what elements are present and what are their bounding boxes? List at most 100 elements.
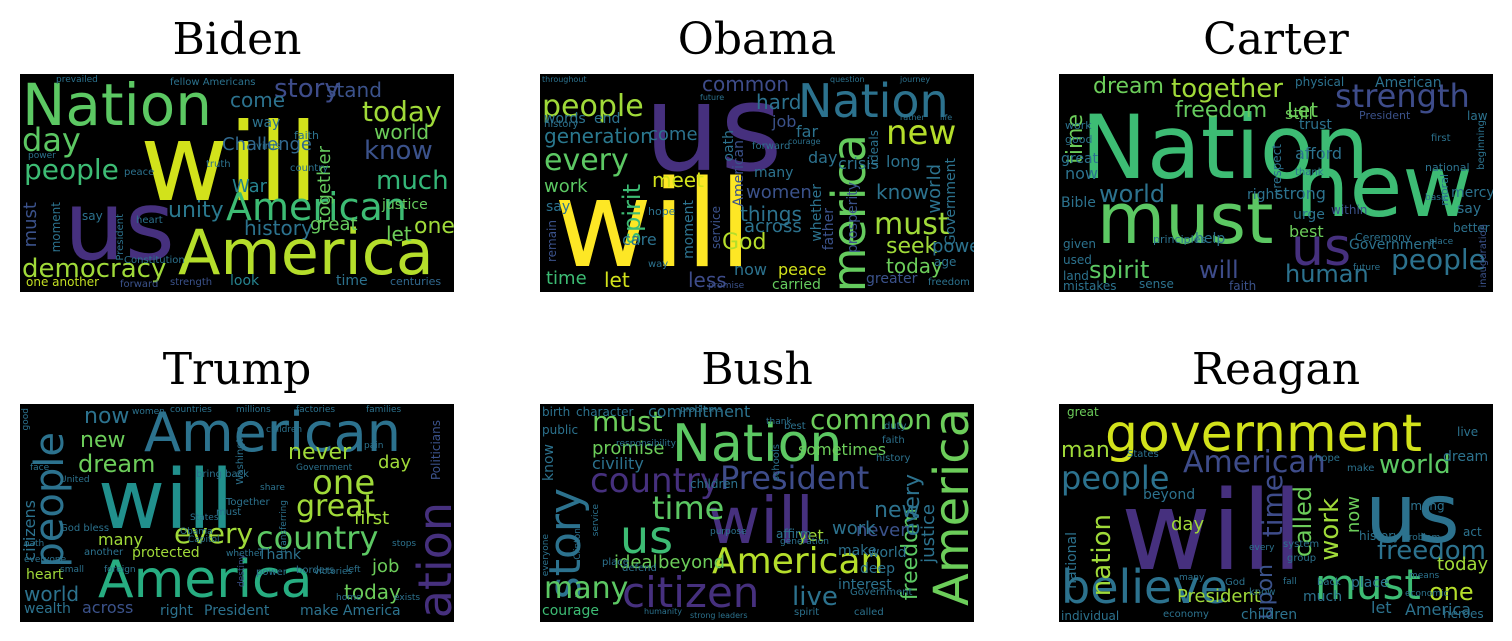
cloud-word: countries bbox=[170, 405, 212, 415]
cloud-word: face bbox=[30, 463, 50, 473]
wordcloud-panel-trump: Trump will American America people Natio… bbox=[20, 330, 454, 630]
cloud-word: America bbox=[1405, 600, 1471, 619]
word-cloud: government will us believe must American… bbox=[1059, 404, 1493, 622]
cloud-word: every bbox=[544, 143, 629, 178]
cloud-word: best bbox=[1289, 222, 1324, 241]
cloud-word: heart bbox=[136, 215, 163, 226]
cloud-word: country bbox=[256, 519, 379, 557]
cloud-word: American bbox=[712, 541, 884, 582]
cloud-word: virus bbox=[256, 141, 281, 152]
cloud-word: journey bbox=[900, 75, 931, 84]
cloud-word: say bbox=[546, 199, 571, 215]
cloud-word: President bbox=[720, 459, 870, 497]
cloud-word: power bbox=[932, 236, 974, 257]
cloud-word: many bbox=[544, 571, 629, 606]
panel-title: Trump bbox=[162, 344, 312, 395]
cloud-word: responsibility bbox=[616, 439, 676, 449]
cloud-word: hard bbox=[756, 90, 802, 114]
panel-title: Biden bbox=[172, 14, 302, 65]
cloud-word: job bbox=[772, 112, 797, 131]
cloud-word: faith bbox=[1229, 279, 1257, 292]
cloud-word: first bbox=[354, 508, 390, 529]
cloud-word: justice bbox=[382, 197, 428, 213]
cloud-word: another bbox=[84, 547, 124, 558]
cloud-word: day bbox=[378, 452, 412, 473]
cloud-word: women bbox=[132, 407, 165, 417]
cloud-word: left bbox=[346, 565, 361, 575]
cloud-word: meet bbox=[652, 168, 704, 192]
cloud-word: Let bbox=[1287, 98, 1318, 122]
cloud-word: whether bbox=[226, 549, 264, 559]
panel-title: Carter bbox=[1203, 14, 1349, 65]
cloud-word: moment bbox=[49, 202, 63, 253]
cloud-word: everyone bbox=[24, 555, 67, 565]
cloud-word: beyond bbox=[1143, 487, 1196, 503]
cloud-word: great bbox=[296, 489, 376, 524]
cloud-word: economic bbox=[1405, 589, 1449, 599]
cloud-word: history bbox=[876, 453, 911, 464]
panel-title: Obama bbox=[677, 14, 837, 65]
cloud-word: freedom bbox=[928, 277, 970, 288]
cloud-word: women bbox=[746, 182, 812, 203]
cloud-word: say bbox=[82, 209, 103, 223]
cloud-word: beyond bbox=[658, 552, 725, 573]
cloud-word: commitment bbox=[648, 404, 751, 421]
cloud-word: new bbox=[1295, 137, 1473, 237]
cloud-word: forward bbox=[752, 141, 791, 152]
cloud-word: us bbox=[644, 74, 783, 199]
cloud-word: American bbox=[731, 140, 747, 207]
cloud-word: must bbox=[20, 202, 41, 248]
cloud-word: children bbox=[266, 425, 303, 435]
cloud-word: home bbox=[336, 593, 362, 603]
cloud-word: Challenge bbox=[222, 134, 312, 155]
cloud-word: now bbox=[1343, 496, 1364, 534]
cloud-word: government bbox=[1105, 404, 1423, 464]
cloud-word: freedom bbox=[1175, 98, 1268, 123]
cloud-word: peace bbox=[124, 167, 155, 178]
cloud-word: world bbox=[924, 164, 945, 214]
cloud-word: basic bbox=[1425, 193, 1449, 203]
cloud-word: citizens bbox=[20, 500, 39, 561]
cloud-word: forward bbox=[120, 279, 159, 290]
cloud-word: end bbox=[594, 111, 621, 127]
cloud-word: service bbox=[709, 206, 723, 249]
cloud-word: us bbox=[620, 510, 674, 564]
cloud-word: dream bbox=[78, 450, 156, 478]
cloud-word: great bbox=[1061, 151, 1099, 167]
cloud-word: time bbox=[546, 268, 587, 289]
cloud-word: must bbox=[592, 405, 663, 438]
cloud-word: people bbox=[1061, 459, 1170, 497]
cloud-word: words bbox=[544, 111, 586, 127]
cloud-word: sometimes bbox=[798, 440, 887, 459]
cloud-word: States bbox=[1127, 449, 1159, 460]
cloud-word: good bbox=[21, 408, 31, 431]
cloud-word: factories bbox=[296, 405, 336, 415]
cloud-word: us bbox=[1365, 467, 1460, 562]
cloud-word: place bbox=[602, 557, 629, 568]
cloud-word: defend bbox=[622, 563, 657, 574]
cloud-word: history bbox=[244, 216, 313, 240]
cloud-word: economy bbox=[1163, 609, 1209, 620]
panel-title: Reagan bbox=[1191, 344, 1361, 395]
cloud-word: yet bbox=[798, 526, 824, 545]
cloud-word: world bbox=[374, 120, 430, 144]
cloud-word: help bbox=[1195, 231, 1226, 247]
cloud-word: physical bbox=[1295, 75, 1345, 89]
cloud-word: say bbox=[1457, 201, 1482, 217]
cloud-word: respect bbox=[1270, 144, 1284, 189]
cloud-word: American bbox=[144, 404, 401, 464]
cloud-word: Bible bbox=[1061, 195, 1096, 211]
cloud-word: strength bbox=[1335, 77, 1470, 115]
cloud-word: heart bbox=[26, 567, 64, 583]
cloud-word: make bbox=[838, 543, 877, 559]
cloud-word: affirm bbox=[776, 527, 812, 541]
wordcloud-panel-obama: Obama us will Nation America people ever… bbox=[540, 0, 974, 300]
cloud-word: Together bbox=[226, 497, 270, 508]
cloud-word: world bbox=[1099, 180, 1166, 208]
cloud-word: let bbox=[386, 222, 412, 246]
cloud-word: common bbox=[810, 404, 932, 436]
wordcloud-panel-reagan: Reagan government will us believe must A… bbox=[1059, 330, 1493, 630]
cloud-word: within bbox=[1331, 203, 1368, 217]
cloud-word: first bbox=[1431, 133, 1451, 144]
cloud-word: interest bbox=[838, 577, 892, 593]
